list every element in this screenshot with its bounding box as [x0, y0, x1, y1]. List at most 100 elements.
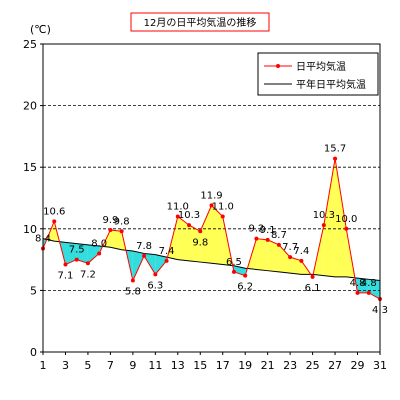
data-label: 4.8 [350, 278, 366, 289]
legend-normal-label: 平年日平均気温 [296, 78, 366, 91]
data-label: 6.5 [226, 257, 242, 268]
daily-point [142, 253, 147, 258]
data-label: 9.8 [114, 216, 130, 227]
daily-point [153, 272, 158, 277]
y-tick-label: 0 [30, 346, 37, 359]
chart-title: 12月の日平均気温の推移 [130, 12, 270, 32]
y-tick-label: 5 [30, 284, 37, 297]
data-label: 7.1 [58, 271, 74, 282]
y-unit-label: (℃) [30, 23, 51, 36]
x-tick-label: 5 [84, 359, 91, 372]
below-normal-fill [76, 243, 88, 264]
legend-daily-marker [276, 64, 280, 68]
data-label: 7.4 [159, 246, 175, 257]
daily-point [299, 258, 304, 263]
x-tick-label: 11 [148, 359, 162, 372]
daily-temperature-series [41, 156, 382, 302]
below-normal-fill [357, 278, 369, 293]
data-label: 11.9 [200, 190, 222, 201]
daily-point [209, 203, 214, 208]
data-label: 11.0 [212, 201, 234, 212]
data-label: 6.2 [237, 282, 253, 293]
x-tick-label: 19 [238, 359, 252, 372]
normal-line [42, 238, 381, 282]
legend-daily-label: 日平均気温 [296, 60, 346, 73]
above-normal-fill [177, 216, 190, 261]
below-normal-fill [155, 254, 167, 275]
below-normal-fill [65, 242, 77, 265]
daily-point [198, 229, 203, 234]
data-label: 6.1 [305, 283, 321, 294]
data-label: 10.0 [335, 214, 357, 225]
above-normal-fill [290, 257, 302, 275]
above-normal-fill [323, 158, 336, 277]
daily-point [355, 290, 360, 295]
data-label: 8.7 [271, 230, 287, 241]
x-tick-label: 25 [306, 359, 320, 372]
data-label: 7.2 [80, 269, 96, 280]
daily-point [333, 156, 338, 161]
daily-point [310, 274, 315, 279]
data-label: 10.6 [43, 206, 65, 217]
data-label: 11.0 [167, 201, 189, 212]
above-normal-fill [278, 244, 291, 274]
above-normal-fill [189, 225, 201, 263]
daily-point [74, 257, 79, 262]
below-normal-fill [233, 265, 246, 276]
daily-point [130, 278, 135, 283]
x-axis-ticks: 1 3 5 7 9 11 13 15 17 19 21 23 25 27 29 31 [40, 352, 387, 372]
data-label: 4.8 [361, 278, 377, 289]
daily-point [220, 214, 225, 219]
data-label: 7.8 [136, 241, 152, 252]
data-label: 9.9 [102, 215, 118, 226]
plot-frame [42, 43, 381, 353]
data-label: 6.3 [147, 280, 163, 291]
data-labels: 8.410.67.17.57.28.09.99.85.87.86.37.411.… [35, 144, 388, 316]
x-tick-label: 7 [107, 359, 114, 372]
title-text: 12月の日平均気温の推移 [144, 16, 257, 29]
data-label: 9.1 [260, 225, 276, 236]
y-tick-label: 20 [23, 100, 37, 113]
daily-point [108, 228, 113, 233]
daily-point [52, 219, 57, 224]
daily-point [164, 258, 169, 263]
above-normal-fill [267, 239, 279, 272]
x-tick-label: 15 [193, 359, 207, 372]
daily-point [231, 269, 236, 274]
data-label: 8.0 [91, 238, 107, 249]
x-tick-label: 29 [351, 359, 365, 372]
daily-point [85, 261, 90, 266]
x-tick-label: 3 [62, 359, 69, 372]
data-label: 9.8 [192, 237, 208, 248]
x-tick-label: 23 [283, 359, 297, 372]
daily-point [63, 262, 68, 267]
x-tick-label: 17 [216, 359, 230, 372]
y-tick-label: 25 [23, 38, 37, 51]
x-tick-label: 9 [129, 359, 136, 372]
title-box [130, 12, 270, 32]
data-label: 10.3 [178, 210, 200, 221]
x-tick-label: 21 [261, 359, 275, 372]
data-label: 7.4 [293, 246, 309, 257]
above-normal-fill [256, 238, 268, 271]
x-tick-label: 27 [328, 359, 342, 372]
grid-lines [43, 105, 380, 291]
data-label: 5.8 [125, 287, 141, 298]
data-label: 15.7 [324, 144, 346, 155]
daily-point [344, 226, 349, 231]
daily-point [175, 214, 180, 219]
daily-point [288, 255, 293, 260]
daily-point [276, 242, 281, 247]
data-label: 7.7 [282, 242, 298, 253]
daily-point [254, 236, 259, 241]
x-tick-label: 13 [171, 359, 185, 372]
legend-box [257, 52, 379, 96]
daily-point [119, 229, 124, 234]
daily-point [97, 251, 102, 256]
x-tick-label: 31 [373, 359, 387, 372]
daily-point [265, 237, 270, 242]
normal-temperature-line [42, 238, 381, 282]
above-normal-fill [335, 158, 347, 277]
above-normal-fill [211, 205, 223, 265]
